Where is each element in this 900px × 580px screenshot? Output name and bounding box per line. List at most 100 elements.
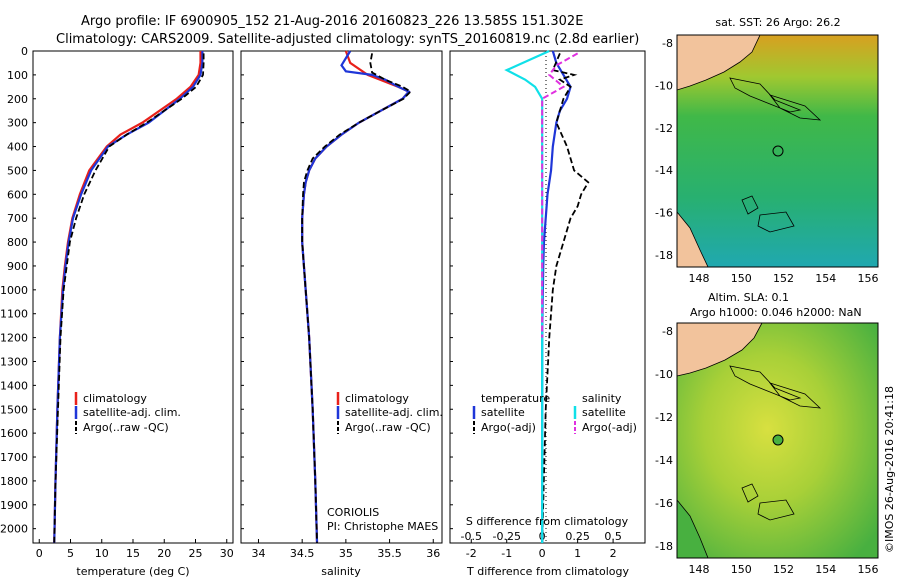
salinity-xlabel: salinity — [321, 565, 361, 578]
sst-landmass — [676, 34, 761, 91]
sla-islands — [729, 365, 822, 409]
depth-tick-label: 0 — [21, 45, 28, 58]
imos-credit: ©IMOS 26-Aug-2016 20:41:18 — [883, 386, 896, 553]
map-lon-label: 152 — [773, 272, 794, 285]
difference-series — [504, 49, 590, 544]
depth-tick-label: 200 — [7, 93, 28, 106]
sst-argo-location — [772, 145, 784, 157]
x-tick-label: -2 — [466, 547, 477, 560]
x-tick-label: 35 — [339, 547, 353, 560]
legend-temperature-title: temperature — [481, 392, 550, 405]
x-tick-label: 25 — [189, 547, 203, 560]
sst-map-frame — [676, 34, 879, 268]
temperature-x-axis: 0 5 10 15 20 25 30 — [36, 539, 234, 560]
sla-landmass — [676, 322, 763, 377]
difference-bottom-xlabel: T difference from climatology — [466, 565, 629, 578]
map-lat-label: -14 — [655, 454, 673, 467]
map-lon-label: 156 — [858, 563, 879, 576]
temperature-panel: 0100200300400500600700800900100011001200… — [0, 45, 234, 578]
x-tick-label: 34.5 — [290, 547, 315, 560]
map-lon-label: 150 — [731, 563, 752, 576]
map-lat-label: -18 — [655, 249, 673, 262]
diff-salinity-argo-adj- — [541, 52, 579, 338]
x-tick-label: 1 — [574, 547, 581, 560]
legend-satellite: satellite-adj. clim. — [345, 406, 443, 419]
depth-tick-label: 1600 — [0, 427, 28, 440]
data-center: CORIOLIS — [327, 506, 379, 519]
x-tick-label: 34 — [251, 547, 265, 560]
sst-reefs — [741, 195, 795, 233]
depth-tick-label: 2000 — [0, 523, 28, 536]
map-lon-label: 156 — [858, 272, 879, 285]
map-lat-label: -18 — [655, 540, 673, 553]
sst-map: sat. SST: 26 Argo: 26.2 148 150 152 154 156 -… — [655, 16, 879, 285]
x-tick-label: 20 — [157, 547, 171, 560]
top-tick-label: 0.5 — [604, 530, 622, 543]
depth-tick-label: 1500 — [0, 403, 28, 416]
legend-s-argo: Argo(-adj) — [582, 421, 637, 434]
x-tick-label: 2 — [610, 547, 617, 560]
depth-tick-label: 700 — [7, 212, 28, 225]
map-lon-label: 152 — [773, 563, 794, 576]
legend-argo: Argo(..raw -QC) — [83, 421, 169, 434]
series-argo-raw-qc- — [53, 53, 205, 544]
title-line-1: Argo profile: IF 6900905_152 21-Aug-2016… — [81, 14, 583, 29]
salinity-legend: climatology satellite-adj. clim. Argo(..… — [336, 392, 443, 434]
x-tick-label: 0 — [36, 547, 43, 560]
depth-tick-label: 1900 — [0, 499, 28, 512]
top-tick-label: -0.25 — [492, 530, 520, 543]
sst-map-title: sat. SST: 26 Argo: 26.2 — [715, 16, 840, 29]
map-lat-label: -12 — [655, 411, 673, 424]
top-tick-label: 0.25 — [565, 530, 590, 543]
difference-y-ticks — [450, 50, 453, 530]
sla-title-line-2: Argo h1000: 0.046 h2000: NaN — [690, 306, 862, 319]
sst-islands — [729, 77, 822, 121]
legend-salinity-title: salinity — [582, 392, 622, 405]
map-lon-label: 150 — [731, 272, 752, 285]
sla-argo-location — [772, 434, 784, 446]
map-lat-label: -10 — [655, 79, 673, 92]
sla-map-frame — [676, 322, 879, 559]
difference-legend: temperature salinity satellite Argo(-adj… — [472, 392, 637, 434]
salinity-x-axis: 34 34.5 35 35.5 36 — [251, 539, 440, 560]
depth-tick-label: 1800 — [0, 475, 28, 488]
map-lon-label: 154 — [815, 272, 836, 285]
difference-x-axis: -2 -1 0 1 2 — [466, 539, 617, 560]
x-tick-label: 5 — [67, 547, 74, 560]
legend-argo: Argo(..raw -QC) — [345, 421, 431, 434]
sla-map: Altim. SLA: 0.1 Argo h1000: 0.046 h2000:… — [655, 291, 879, 576]
depth-tick-label: 300 — [7, 117, 28, 130]
depth-tick-label: 1200 — [0, 332, 28, 345]
sla-map-axes: 148 150 152 154 156 -8 -10 -12 -14 -16 -18 — [655, 325, 878, 576]
legend-s-satellite: satellite — [582, 406, 626, 419]
map-lon-label: 148 — [689, 563, 710, 576]
x-tick-label: 15 — [126, 547, 140, 560]
difference-axes — [449, 50, 646, 544]
map-lat-label: -14 — [655, 164, 673, 177]
map-lat-label: -16 — [655, 207, 673, 220]
salinity-series — [301, 50, 412, 544]
depth-tick-label: 400 — [7, 141, 28, 154]
legend-climatology: climatology — [345, 392, 409, 405]
principal-investigator: PI: Christophe MAES — [327, 520, 438, 533]
top-tick-label: -0.5 — [461, 530, 482, 543]
depth-tick-label: 1700 — [0, 451, 28, 464]
x-tick-label: 35.5 — [377, 547, 402, 560]
depth-tick-label: 900 — [7, 260, 28, 273]
legend-satellite: satellite-adj. clim. — [83, 406, 181, 419]
x-tick-label: 36 — [426, 547, 440, 560]
map-lat-label: -16 — [655, 497, 673, 510]
map-lat-label: -8 — [662, 37, 673, 50]
x-tick-label: 10 — [95, 547, 109, 560]
salinity-y-ticks — [241, 50, 244, 530]
series-argo-raw-qc- — [301, 53, 412, 544]
depth-tick-label: 800 — [7, 236, 28, 249]
difference-panel: -2 -1 0 1 2 -0.5 -0.25 0 0.25 0.5 T difference f… — [449, 49, 646, 578]
legend-t-argo: Argo(-adj) — [481, 421, 536, 434]
diff-temperature-argo-adj- — [541, 53, 590, 544]
map-lon-label: 148 — [689, 272, 710, 285]
depth-axis: 0 100 200 300 400 500 600 700 800 900 1000 1100 1200… — [0, 45, 36, 536]
sst-map-axes: 148 150 152 154 156 -8 -10 -12 -14 -16 -18 — [655, 37, 878, 285]
salinity-panel: 34 34.5 35 35.5 36 salinity climatology sate… — [240, 50, 443, 578]
